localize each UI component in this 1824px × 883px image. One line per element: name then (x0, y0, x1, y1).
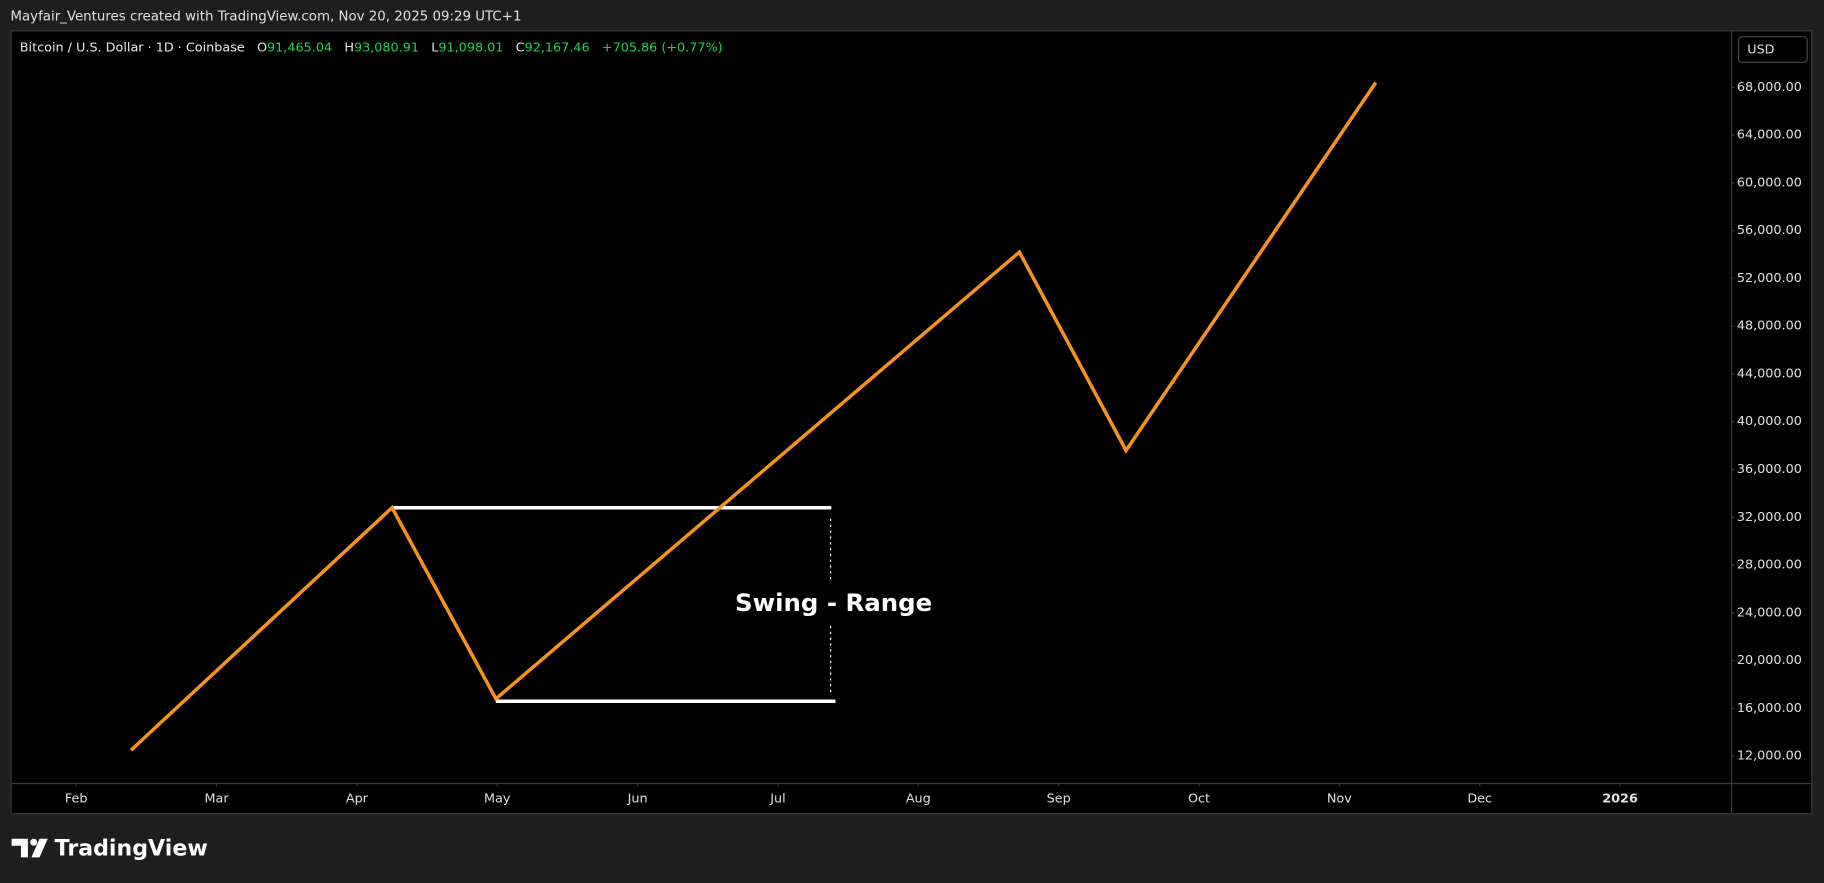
close-label: C (516, 40, 525, 55)
y-tick-label: 24,000.00 (1737, 605, 1802, 620)
x-tick-label: Oct (1188, 792, 1210, 807)
close: 92,167.46 (525, 40, 590, 55)
high-label: H (344, 40, 354, 55)
x-tick-label: Aug (906, 792, 931, 807)
y-tick-label: 40,000.00 (1737, 414, 1802, 429)
y-tick-label: 20,000.00 (1737, 653, 1802, 668)
currency-button[interactable] (1737, 36, 1808, 63)
x-tick-label: May (484, 792, 511, 807)
x-tick-label: Nov (1327, 792, 1352, 807)
x-tick-label: Apr (346, 792, 369, 807)
credit: Mayfair_Ventures created with TradingVie… (10, 9, 521, 24)
x-tick-label: Mar (204, 792, 229, 807)
low-label: L (431, 40, 439, 55)
y-tick-label: 44,000.00 (1737, 366, 1802, 381)
change: +705.86 (+0.77%) (602, 40, 723, 55)
y-tick-label: 48,000.00 (1737, 319, 1802, 334)
logo-slash (31, 838, 48, 858)
brand-logo (11, 838, 48, 858)
price-line (129, 81, 1378, 752)
x-tick-label: Feb (65, 792, 88, 807)
y-tick-label: 64,000.00 (1737, 128, 1802, 143)
currency[interactable]: USD (1747, 43, 1774, 58)
y-tick-label: 56,000.00 (1737, 223, 1802, 238)
logo-dot (30, 838, 38, 846)
y-tick-label: 32,000.00 (1737, 510, 1802, 525)
chart-panel (10, 30, 1813, 815)
x-tick-label: Dec (1467, 792, 1492, 807)
brand: TradingView (55, 836, 208, 862)
y-tick-label: 16,000.00 (1737, 701, 1802, 716)
y-tick-label: 36,000.00 (1737, 462, 1802, 477)
x-tick-label: 2026 (1602, 792, 1638, 807)
x-tick-label: Jul (769, 792, 785, 807)
open: 91,465.04 (267, 40, 332, 55)
y-tick-label: 52,000.00 (1737, 271, 1802, 286)
symbol: Bitcoin / U.S. Dollar · 1D · Coinbase (20, 40, 245, 55)
open-label: O (257, 40, 267, 55)
logo-mark (11, 838, 28, 858)
x-tick-label: Sep (1047, 792, 1071, 807)
y-tick-label: 60,000.00 (1737, 175, 1802, 190)
y-tick-label: 68,000.00 (1737, 80, 1802, 95)
range-label: Swing - Range (735, 588, 932, 617)
x-tick-label: Jun (627, 792, 648, 807)
low: 91,098.01 (438, 40, 503, 55)
high: 93,080.91 (354, 40, 419, 55)
y-tick-label: 28,000.00 (1737, 558, 1802, 573)
symbol-legend: Bitcoin / U.S. Dollar · 1D · Coinbase O9… (20, 40, 723, 55)
y-tick-label: 12,000.00 (1737, 749, 1802, 764)
